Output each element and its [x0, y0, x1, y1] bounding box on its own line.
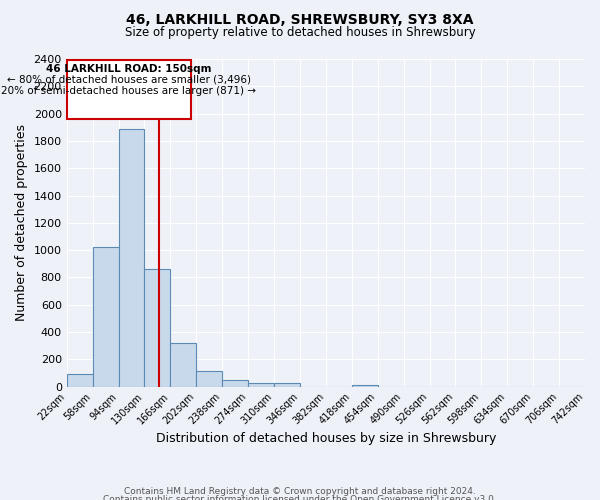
Text: Size of property relative to detached houses in Shrewsbury: Size of property relative to detached ho…: [125, 26, 475, 39]
Bar: [248, 382, 274, 386]
Text: Contains public sector information licensed under the Open Government Licence v3: Contains public sector information licen…: [103, 495, 497, 500]
Bar: [352, 384, 377, 386]
Bar: [170, 343, 196, 386]
Bar: [67, 374, 92, 386]
Bar: [145, 270, 170, 386]
FancyBboxPatch shape: [67, 60, 191, 119]
Text: Contains HM Land Registry data © Crown copyright and database right 2024.: Contains HM Land Registry data © Crown c…: [124, 488, 476, 496]
Bar: [92, 248, 119, 386]
Bar: [196, 371, 222, 386]
Text: 20% of semi-detached houses are larger (871) →: 20% of semi-detached houses are larger (…: [1, 86, 256, 96]
Bar: [119, 128, 145, 386]
Text: ← 80% of detached houses are smaller (3,496): ← 80% of detached houses are smaller (3,…: [7, 74, 251, 85]
Y-axis label: Number of detached properties: Number of detached properties: [15, 124, 28, 322]
Bar: [222, 380, 248, 386]
X-axis label: Distribution of detached houses by size in Shrewsbury: Distribution of detached houses by size …: [155, 432, 496, 445]
Text: 46 LARKHILL ROAD: 150sqm: 46 LARKHILL ROAD: 150sqm: [46, 64, 212, 74]
Bar: [274, 384, 300, 386]
Text: 46, LARKHILL ROAD, SHREWSBURY, SY3 8XA: 46, LARKHILL ROAD, SHREWSBURY, SY3 8XA: [126, 12, 474, 26]
